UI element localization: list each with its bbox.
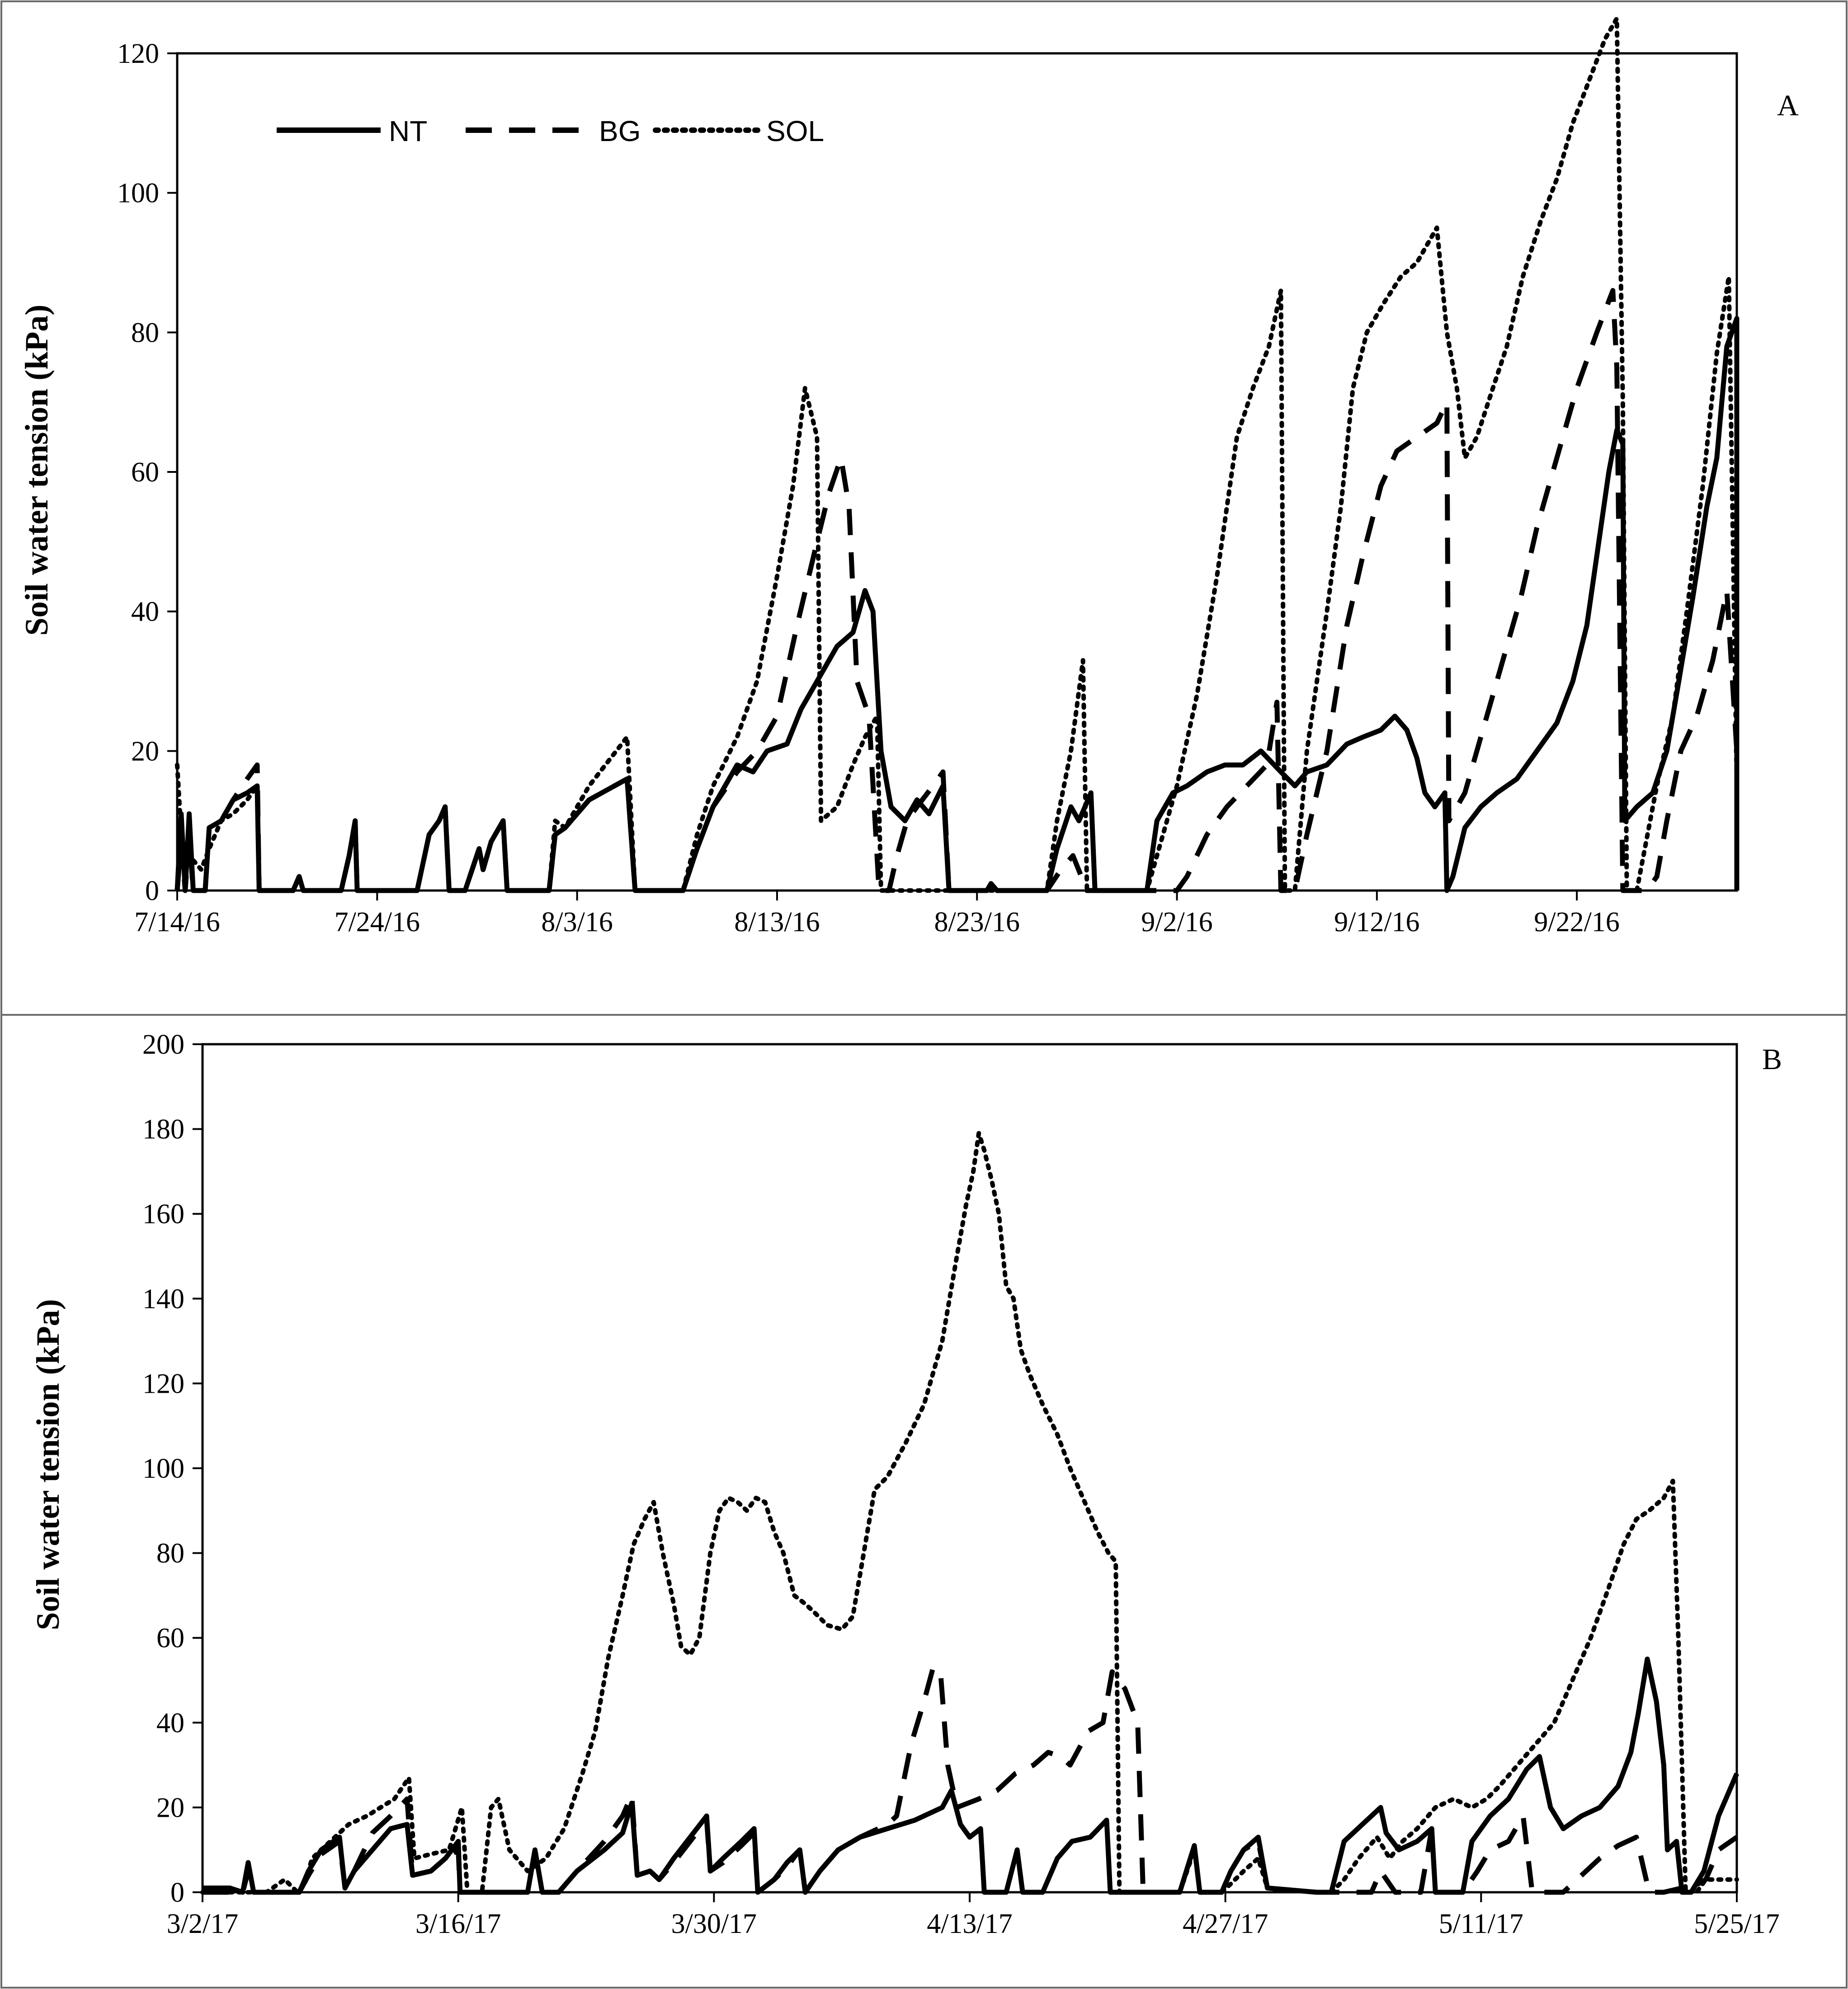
panel-a-ylabel: Soil water tension (kPa) [19,305,55,636]
legend-label-bg: BG [599,115,641,147]
panel-b-xtick-label: 5/11/17 [1439,1909,1523,1939]
panel-b-ytick-label: 100 [142,1453,184,1484]
panel-a-ytick-label: 20 [131,736,159,767]
panel-b-xtick-label: 4/13/17 [927,1909,1012,1939]
panel-b-series-bg [203,1665,1739,1895]
panel-b-xtick-label: 3/2/17 [167,1909,238,1939]
legend-label-sol: SOL [766,115,824,147]
legend-item-bg: BG [466,115,641,147]
panel-b-xtick-label: 5/25/17 [1694,1909,1779,1939]
panel-a-y-axis: 0 20 40 60 80 100 120 [117,38,177,906]
panel-a-xtick-label: 9/2/16 [1141,907,1212,938]
panel-a-ytick-label: 60 [131,457,159,488]
panel-b-ytick-label: 180 [142,1114,184,1145]
panel-a-xtick-label: 9/22/16 [1534,907,1619,938]
legend-item-sol: SOL [653,115,824,147]
panel-b-ytick-label: 80 [156,1538,184,1569]
panel-b-xtick-label: 4/27/17 [1183,1909,1268,1939]
panel-b-letter: B [1762,1043,1782,1076]
panel-a-xtick-label: 7/24/16 [335,907,420,938]
panel-b-xtick-label: 3/30/17 [671,1909,757,1939]
panel-a-ytick-label: 0 [145,876,159,906]
panel-b-series [200,1131,1740,1895]
panel-b-ylabel: Soil water tension (kPa) [30,1299,66,1631]
panel-b-xtick-label: 3/16/17 [415,1909,501,1939]
panel-a-series-sol [175,16,1739,893]
panel-b-x-axis: 3/2/17 3/16/17 3/30/17 4/13/17 4/27/17 5/11/1… [167,1892,1780,1939]
panel-a-letter: A [1777,89,1799,122]
legend-item-nt: NT [277,115,427,147]
panel-a-ytick-label: 40 [131,597,159,627]
panel-b-ytick-label: 0 [170,1877,184,1908]
panel-b-y-axis: 0 20 40 60 80 100 120 140 160 180 200 [142,1029,203,1908]
panel-a-xtick-label: 8/3/16 [541,907,613,938]
panel-b-ytick-label: 20 [156,1792,184,1823]
legend: NT BG SOL [277,115,824,147]
legend-label-nt: NT [389,115,427,147]
panel-b-ytick-label: 40 [156,1708,184,1739]
panel-a-ytick-label: 80 [131,317,159,348]
panel-a-ytick-label: 120 [117,38,159,69]
panel-a-series [174,16,1740,893]
panel-b-ytick-label: 140 [142,1284,184,1315]
panel-a-xtick-label: 7/14/16 [134,907,220,938]
panel-b-ytick-label: 200 [142,1029,184,1060]
panel-b-series-sol [200,1131,1739,1895]
panel-b-ytick-label: 120 [142,1368,184,1399]
panel-b-ytick-label: 160 [142,1199,184,1230]
panel-b-ytick-label: 60 [156,1623,184,1654]
panel-a-ytick-label: 100 [117,178,159,209]
panel-a-x-axis: 7/14/16 7/24/16 8/3/16 8/13/16 8/23/16 9/2/16… [134,891,1620,938]
panel-b: Soil water tension (kPa) B 0 20 40 60 80 100 1… [30,1029,1782,1939]
panel-a-xtick-label: 9/12/16 [1334,907,1419,938]
panel-a-xtick-label: 8/23/16 [934,907,1020,938]
panel-a-xtick-label: 8/13/16 [734,907,820,938]
panel-a: Soil water tension (kPa) A 0 20 40 60 80 100 1… [19,16,1799,938]
